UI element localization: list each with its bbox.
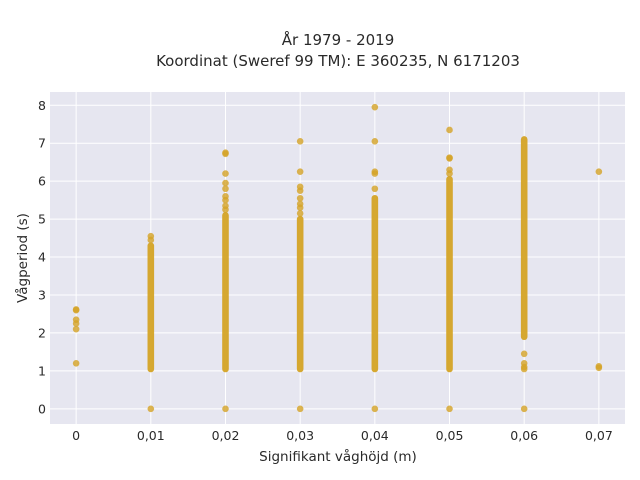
data-point [222, 179, 229, 187]
data-point [222, 196, 229, 204]
y-tick-label: 7 [38, 136, 46, 151]
data-point [72, 316, 80, 323]
data-point [222, 405, 229, 413]
x-tick-label: 0,04 [361, 428, 389, 443]
dense-point-column [296, 215, 304, 373]
data-markers [72, 103, 603, 413]
data-point [222, 206, 229, 213]
data-point [296, 187, 304, 194]
data-point [72, 306, 80, 313]
x-tick-label: 0,01 [137, 428, 165, 443]
dense-point-column [147, 242, 155, 373]
data-point [520, 405, 528, 413]
dense-point-column [222, 212, 229, 373]
chart-title-line-1: År 1979 - 2019 [282, 30, 395, 49]
x-tick-labels: 0 0,01 0,02 0,03 0,04 0,05 0,06 0,07 [72, 428, 613, 443]
data-point [147, 236, 155, 244]
data-point [520, 365, 528, 373]
dense-point-column [520, 136, 528, 341]
chart-title-line-2: Koordinat (Sweref 99 TM): E 360235, N 61… [156, 52, 520, 70]
data-point [296, 210, 304, 217]
x-axis-label: Signifikant våghöjd (m) [259, 448, 417, 465]
data-point [222, 170, 229, 177]
y-tick-label: 5 [38, 212, 46, 227]
x-tick-label: 0,06 [510, 428, 538, 443]
data-point [595, 168, 603, 175]
data-point [222, 185, 229, 193]
data-point [296, 405, 304, 413]
data-point [72, 325, 80, 333]
data-point [446, 155, 453, 162]
data-point [595, 364, 603, 372]
y-axis-label: Vågperiod (s) [14, 213, 31, 303]
y-tick-label: 2 [38, 325, 46, 340]
data-point [371, 185, 379, 193]
x-tick-label: 0,03 [286, 428, 314, 443]
y-tick-label: 4 [38, 250, 46, 265]
x-tick-label: 0,07 [585, 428, 613, 443]
y-tick-label: 3 [38, 287, 46, 302]
data-point [296, 194, 304, 202]
data-point [371, 405, 379, 413]
y-tick-label: 0 [38, 401, 46, 416]
plot-background [50, 92, 625, 424]
data-point [222, 150, 229, 158]
y-tick-labels: 0 1 2 3 4 5 6 7 8 [38, 98, 46, 417]
data-point [446, 170, 453, 177]
dense-point-column [371, 194, 379, 373]
data-point [296, 138, 304, 145]
data-point [147, 405, 155, 413]
data-point [371, 138, 379, 145]
y-tick-label: 1 [38, 363, 46, 378]
data-point [446, 126, 453, 134]
x-tick-label: 0 [72, 428, 80, 443]
x-tick-label: 0,02 [212, 428, 240, 443]
data-point [72, 359, 80, 367]
x-tick-label: 0,05 [436, 428, 464, 443]
y-tick-label: 6 [38, 174, 46, 189]
data-point [296, 204, 304, 212]
y-tick-label: 8 [38, 98, 46, 113]
data-point [371, 170, 379, 177]
dense-point-column [446, 175, 453, 373]
data-point [446, 405, 453, 413]
data-point [371, 103, 379, 111]
data-point [296, 168, 304, 175]
data-point [520, 350, 528, 358]
